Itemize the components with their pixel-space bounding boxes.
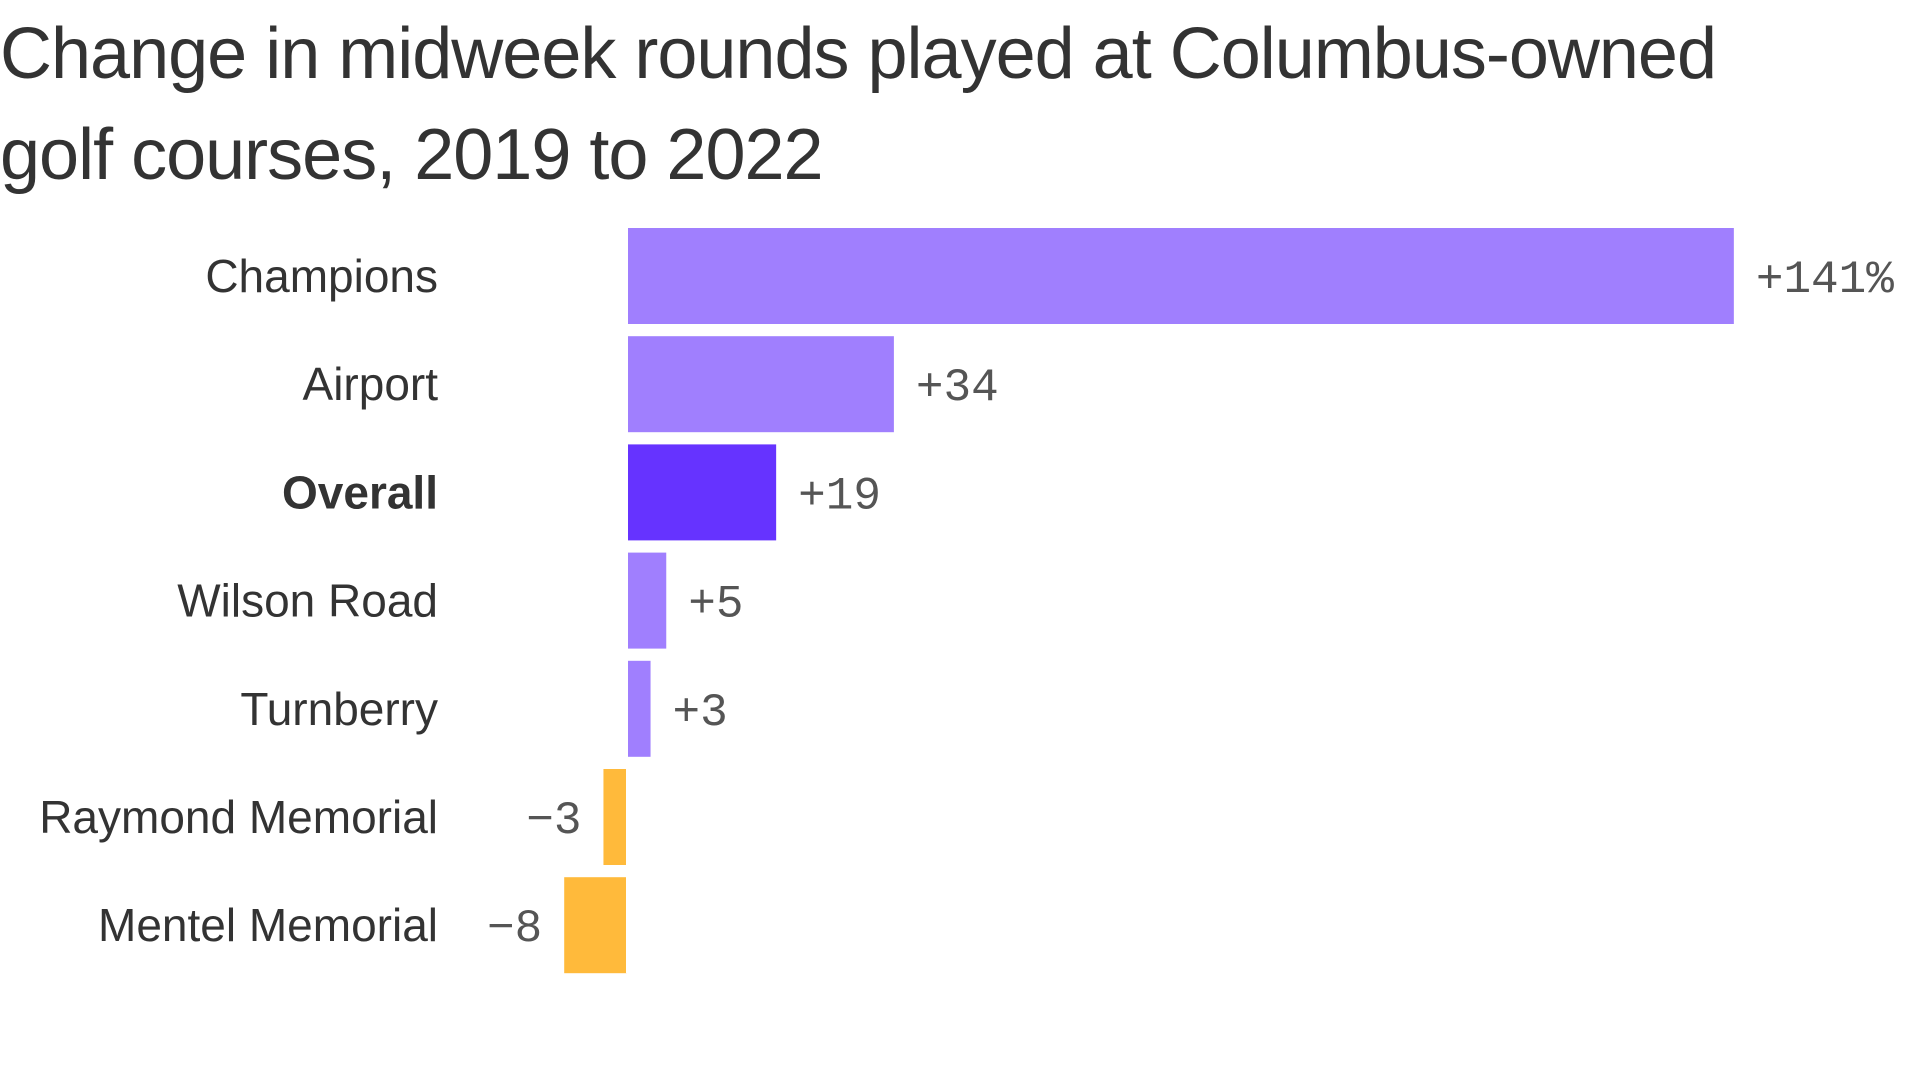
category-label-mentel-memorial: Mentel Memorial xyxy=(98,899,438,951)
category-label-turnberry: Turnberry xyxy=(240,683,438,735)
value-label-champions: +141% xyxy=(1756,254,1894,306)
value-label-raymond-memorial: −3 xyxy=(526,795,581,847)
value-label-mentel-memorial: −8 xyxy=(487,903,542,955)
bar-mentel-memorial xyxy=(564,877,627,974)
bar-raymond-memorial xyxy=(603,769,627,865)
value-label-overall: +19 xyxy=(798,470,881,522)
value-label-airport: +34 xyxy=(916,362,999,414)
category-label-champions: Champions xyxy=(205,250,438,302)
bar-airport xyxy=(627,336,894,433)
category-label-airport: Airport xyxy=(303,358,439,410)
category-label-wilson-road: Wilson Road xyxy=(177,575,438,627)
bar-overall xyxy=(627,444,777,541)
chart-title: Change in midweek rounds played at Colum… xyxy=(0,14,1717,195)
value-label-wilson-road: +5 xyxy=(688,579,743,631)
value-label-turnberry: +3 xyxy=(673,687,728,739)
category-label-raymond-memorial: Raymond Memorial xyxy=(39,791,438,843)
bar-champions xyxy=(627,228,1734,324)
category-label-overall: Overall xyxy=(282,466,438,518)
bar-turnberry xyxy=(627,660,651,757)
bar-wilson-road xyxy=(627,552,667,649)
